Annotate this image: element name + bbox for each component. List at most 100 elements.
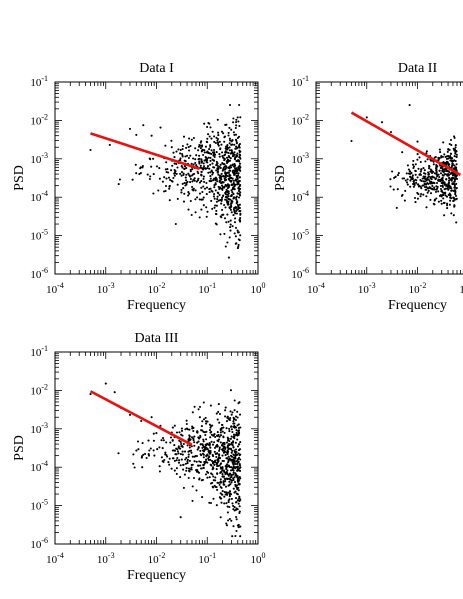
data-i-point: [167, 176, 171, 179]
data-iii-point: [222, 480, 225, 483]
data-i-point: [212, 179, 215, 182]
data-iii-point: [228, 458, 231, 461]
data-i-point: [225, 185, 228, 188]
data-iii-point: [141, 466, 144, 469]
data-i-point: [232, 214, 235, 217]
data-i-point: [211, 207, 214, 210]
data-i-point: [239, 234, 242, 237]
data-ii-point: [419, 195, 422, 198]
data-ii-point: [422, 175, 425, 178]
data-iii-point: [168, 457, 171, 460]
data-ii-point: [441, 179, 444, 182]
data-i-point: [222, 186, 226, 189]
data-iii-point: [197, 436, 200, 439]
data-ii-point: [417, 183, 420, 186]
data-iii-point: [198, 478, 201, 481]
data-iii-point: [160, 456, 163, 459]
data-i-x-tick-label: 100: [251, 281, 266, 296]
data-i-point: [193, 177, 196, 180]
data-i-point: [210, 152, 213, 156]
data-ii-point: [433, 186, 436, 189]
data-ii-point: [452, 199, 455, 203]
data-iii-point: [180, 458, 183, 461]
data-i-point: [216, 137, 220, 141]
data-ii-point: [447, 154, 450, 157]
data-i-point: [215, 209, 218, 212]
data-iii-point: [230, 435, 233, 438]
data-iii-point: [221, 423, 224, 427]
data-iii-point: [231, 441, 235, 444]
data-i-point: [208, 179, 211, 182]
data-i-point: [189, 144, 192, 148]
data-i-point: [207, 133, 210, 136]
data-iii-title: Data III: [135, 331, 179, 346]
data-i-point: [235, 178, 238, 181]
data-i-point: [235, 198, 238, 201]
data-iii-point: [226, 445, 229, 448]
data-i-point: [228, 139, 232, 142]
data-iii-point: [203, 462, 206, 465]
data-ii-point: [433, 156, 436, 159]
data-ii-point: [419, 160, 422, 164]
data-ii-point: [419, 173, 422, 176]
data-ii-point: [423, 185, 427, 189]
data-iii-point: [239, 466, 242, 469]
data-i-point: [211, 151, 214, 154]
data-iii-point: [223, 442, 226, 445]
data-iii-point: [212, 455, 215, 458]
data-iii-point: [224, 480, 227, 483]
data-iii-point: [191, 427, 194, 430]
data-ii-point: [411, 176, 414, 179]
data-i-point: [239, 157, 242, 160]
data-i-point: [150, 134, 153, 137]
data-ii-point: [411, 163, 415, 166]
data-i-point: [164, 184, 168, 188]
data-ii-point: [443, 201, 446, 204]
data-iii-point: [236, 445, 240, 448]
data-iii-point: [226, 511, 229, 514]
data-i-point: [223, 203, 226, 207]
data-i-point: [224, 206, 227, 209]
data-iii-point: [193, 441, 196, 444]
data-iii-point: [234, 415, 238, 418]
data-iii-point: [210, 425, 213, 428]
data-iii-point: [201, 444, 205, 447]
data-ii-points: [350, 104, 459, 224]
data-i-point: [205, 160, 208, 164]
data-ii-point: [441, 181, 444, 184]
data-iii-point: [228, 498, 231, 501]
data-i-point: [192, 136, 195, 140]
data-iii-point: [223, 495, 226, 498]
data-i-point: [215, 204, 218, 207]
data-iii-point: [217, 440, 220, 443]
data-ii-point: [416, 158, 419, 161]
data-i-point: [232, 192, 235, 196]
data-ii-point: [427, 189, 430, 192]
data-iii-point: [179, 447, 182, 450]
data-i-point: [211, 162, 214, 165]
data-ii-point: [447, 148, 450, 151]
data-iii-point: [182, 442, 185, 446]
data-i-point: [219, 199, 222, 202]
data-iii-y-tick-label: 10-6: [30, 536, 48, 551]
data-i-point: [149, 175, 152, 178]
data-i-point: [229, 223, 232, 226]
data-i-point: [202, 153, 205, 157]
data-iii-point: [209, 404, 212, 407]
data-i-point: [209, 177, 212, 180]
data-iii-point: [229, 493, 233, 496]
data-iii-point: [218, 412, 222, 416]
data-iii-point: [218, 448, 221, 451]
data-iii-point: [228, 427, 231, 430]
data-i-point: [185, 146, 188, 149]
data-ii-point: [443, 173, 447, 176]
data-ii-y-tick-label: 10-2: [291, 112, 309, 127]
data-i-point: [238, 124, 241, 128]
data-i-point: [220, 143, 223, 146]
data-i-point: [152, 157, 155, 160]
data-iii-x-axis-label: Frequency: [127, 568, 186, 583]
data-iii-point: [136, 440, 140, 443]
data-ii-point: [450, 179, 453, 182]
data-i-point: [206, 125, 209, 128]
data-ii-point: [439, 178, 442, 181]
